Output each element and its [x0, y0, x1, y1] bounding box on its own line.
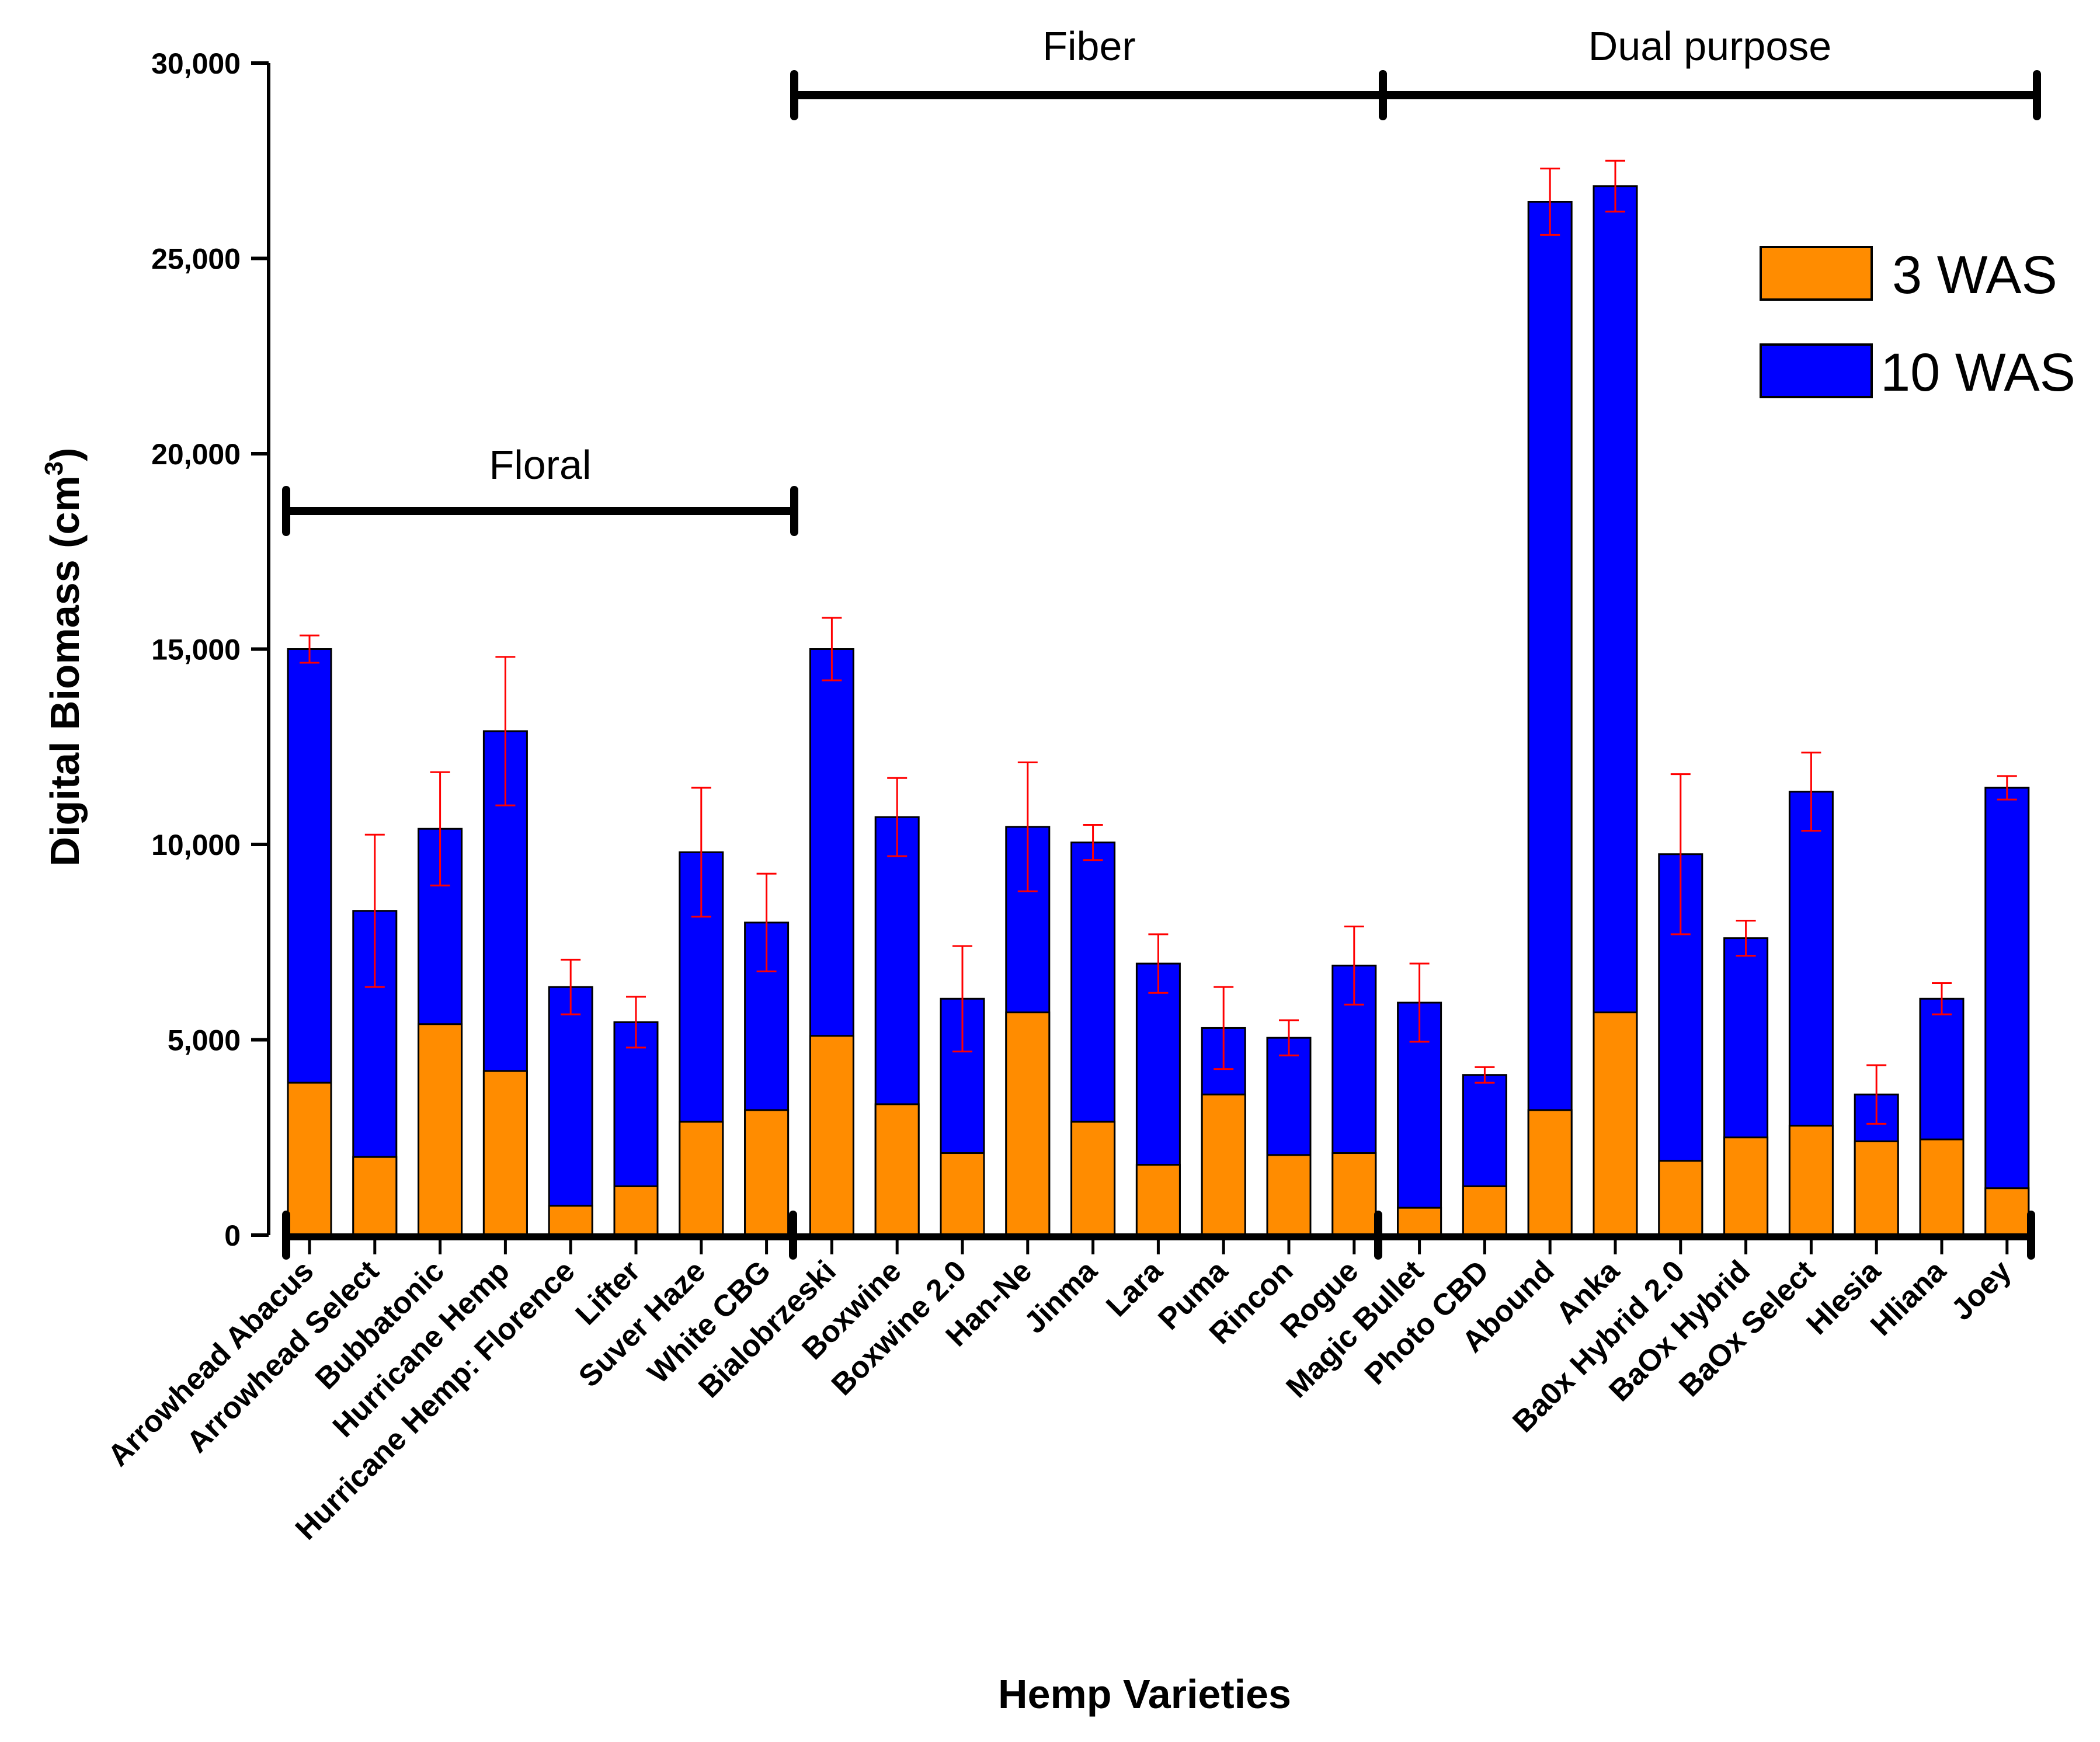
error-bar-10-was	[561, 958, 581, 1016]
y-tick-label: 20,000	[151, 438, 241, 471]
error-bar-10-was	[1605, 159, 1625, 213]
bar-3-was	[1723, 1136, 1769, 1236]
error-bar-10-was	[1083, 824, 1103, 861]
bar-3-was	[482, 1070, 528, 1236]
group-brackets: Floral Fiber Dual purpose	[282, 23, 2041, 536]
bar-3-was	[744, 1109, 790, 1236]
y-axis-title: Digital Biomass (cm3)	[40, 448, 88, 867]
y-tick-label: 30,000	[151, 47, 241, 80]
error-bar-10-was	[1736, 919, 1756, 957]
bar-3-was	[1919, 1138, 1965, 1236]
bar-3-was	[1331, 1152, 1377, 1236]
x-axis-title: Hemp Varieties	[998, 1671, 1291, 1717]
error-bar-10-was	[1214, 986, 1234, 1070]
error-bar-10-was	[626, 996, 646, 1049]
legend-label-3-was: 3 WAS	[1892, 245, 2057, 305]
error-bar-10-was	[1670, 773, 1691, 936]
error-bar-10-was	[1344, 925, 1364, 1006]
bar-3-was	[1135, 1164, 1181, 1236]
bar-3-was	[1527, 1109, 1573, 1236]
error-bar-10-was	[1279, 1019, 1299, 1056]
bar-3-was	[1593, 1011, 1638, 1236]
error-bar-10-was	[887, 777, 908, 857]
error-bar-10-was	[1997, 775, 2017, 801]
bar-3-was	[809, 1035, 854, 1236]
error-bar-10-was	[430, 771, 450, 886]
bar-3-was	[1397, 1206, 1442, 1236]
error-bar-10-was	[756, 872, 777, 972]
bar-3-was	[1854, 1140, 1899, 1236]
x-tick-label: Hliana	[1864, 1254, 1953, 1343]
bar-3-was	[679, 1121, 724, 1236]
bar-3-was	[1070, 1121, 1116, 1236]
bar-3-was	[874, 1103, 920, 1236]
x-tick-label: Jinma	[1018, 1254, 1104, 1340]
y-tick-label: 25,000	[151, 243, 241, 276]
group-label: Dual purpose	[1588, 23, 1831, 69]
bar-3-was	[352, 1156, 398, 1236]
bar-3-was	[287, 1082, 332, 1236]
bar-3-was	[1266, 1154, 1312, 1236]
bar-3-was	[940, 1152, 985, 1236]
bar-3-was	[548, 1205, 593, 1236]
legend-swatch-10-was	[1760, 343, 1873, 398]
legend-label-10-was: 10 WAS	[1880, 343, 2075, 402]
y-axis: 0 5,000 10,000 15,000 20,000 25,000 30,000	[151, 47, 270, 1252]
x-tick-label: Joey	[1945, 1254, 2018, 1327]
error-bar-10-was	[1866, 1064, 1887, 1125]
error-bar-10-was	[364, 833, 385, 988]
bar-3-was	[1658, 1160, 1703, 1236]
bar-3-was	[1462, 1185, 1507, 1236]
bar-10-was	[548, 986, 593, 1236]
error-bar-10-was	[1932, 982, 1952, 1016]
bar-10-was	[1984, 787, 2030, 1236]
error-bar-10-was	[1801, 752, 1821, 832]
group-label: Floral	[489, 442, 591, 488]
error-bar-10-was	[1475, 1066, 1495, 1084]
bars	[287, 159, 2030, 1236]
y-tick-label: 0	[224, 1219, 241, 1252]
bar-3-was	[1005, 1011, 1051, 1236]
error-bar-10-was	[691, 787, 711, 918]
y-tick-label: 10,000	[151, 829, 241, 861]
group-bracket: Floral	[282, 442, 798, 536]
error-bar-10-was	[1017, 762, 1038, 892]
y-tick-label: 5,000	[168, 1024, 241, 1057]
error-bar-10-was	[952, 945, 972, 1053]
bar-3-was	[1788, 1125, 1834, 1236]
bar-3-was	[418, 1023, 463, 1236]
bar-3-was	[1201, 1093, 1246, 1236]
bar-3-was	[613, 1185, 659, 1236]
legend: 3 WAS 10 WAS	[1760, 245, 2075, 402]
bar-3-was	[1984, 1187, 2030, 1236]
legend-swatch-3-was	[1760, 246, 1873, 301]
error-bar-10-was	[1540, 168, 1560, 236]
error-bar-10-was	[822, 617, 842, 681]
group-bracket: Fiber	[790, 23, 1387, 120]
error-bar-10-was	[1148, 933, 1169, 994]
error-bar-10-was	[1409, 962, 1430, 1043]
group-bracket: Dual purpose	[1379, 23, 2041, 120]
group-label: Fiber	[1042, 23, 1135, 69]
y-tick-label: 15,000	[151, 634, 241, 666]
error-bar-10-was	[495, 656, 516, 806]
bar-10-was	[1527, 200, 1573, 1236]
error-bar-10-was	[300, 634, 319, 664]
